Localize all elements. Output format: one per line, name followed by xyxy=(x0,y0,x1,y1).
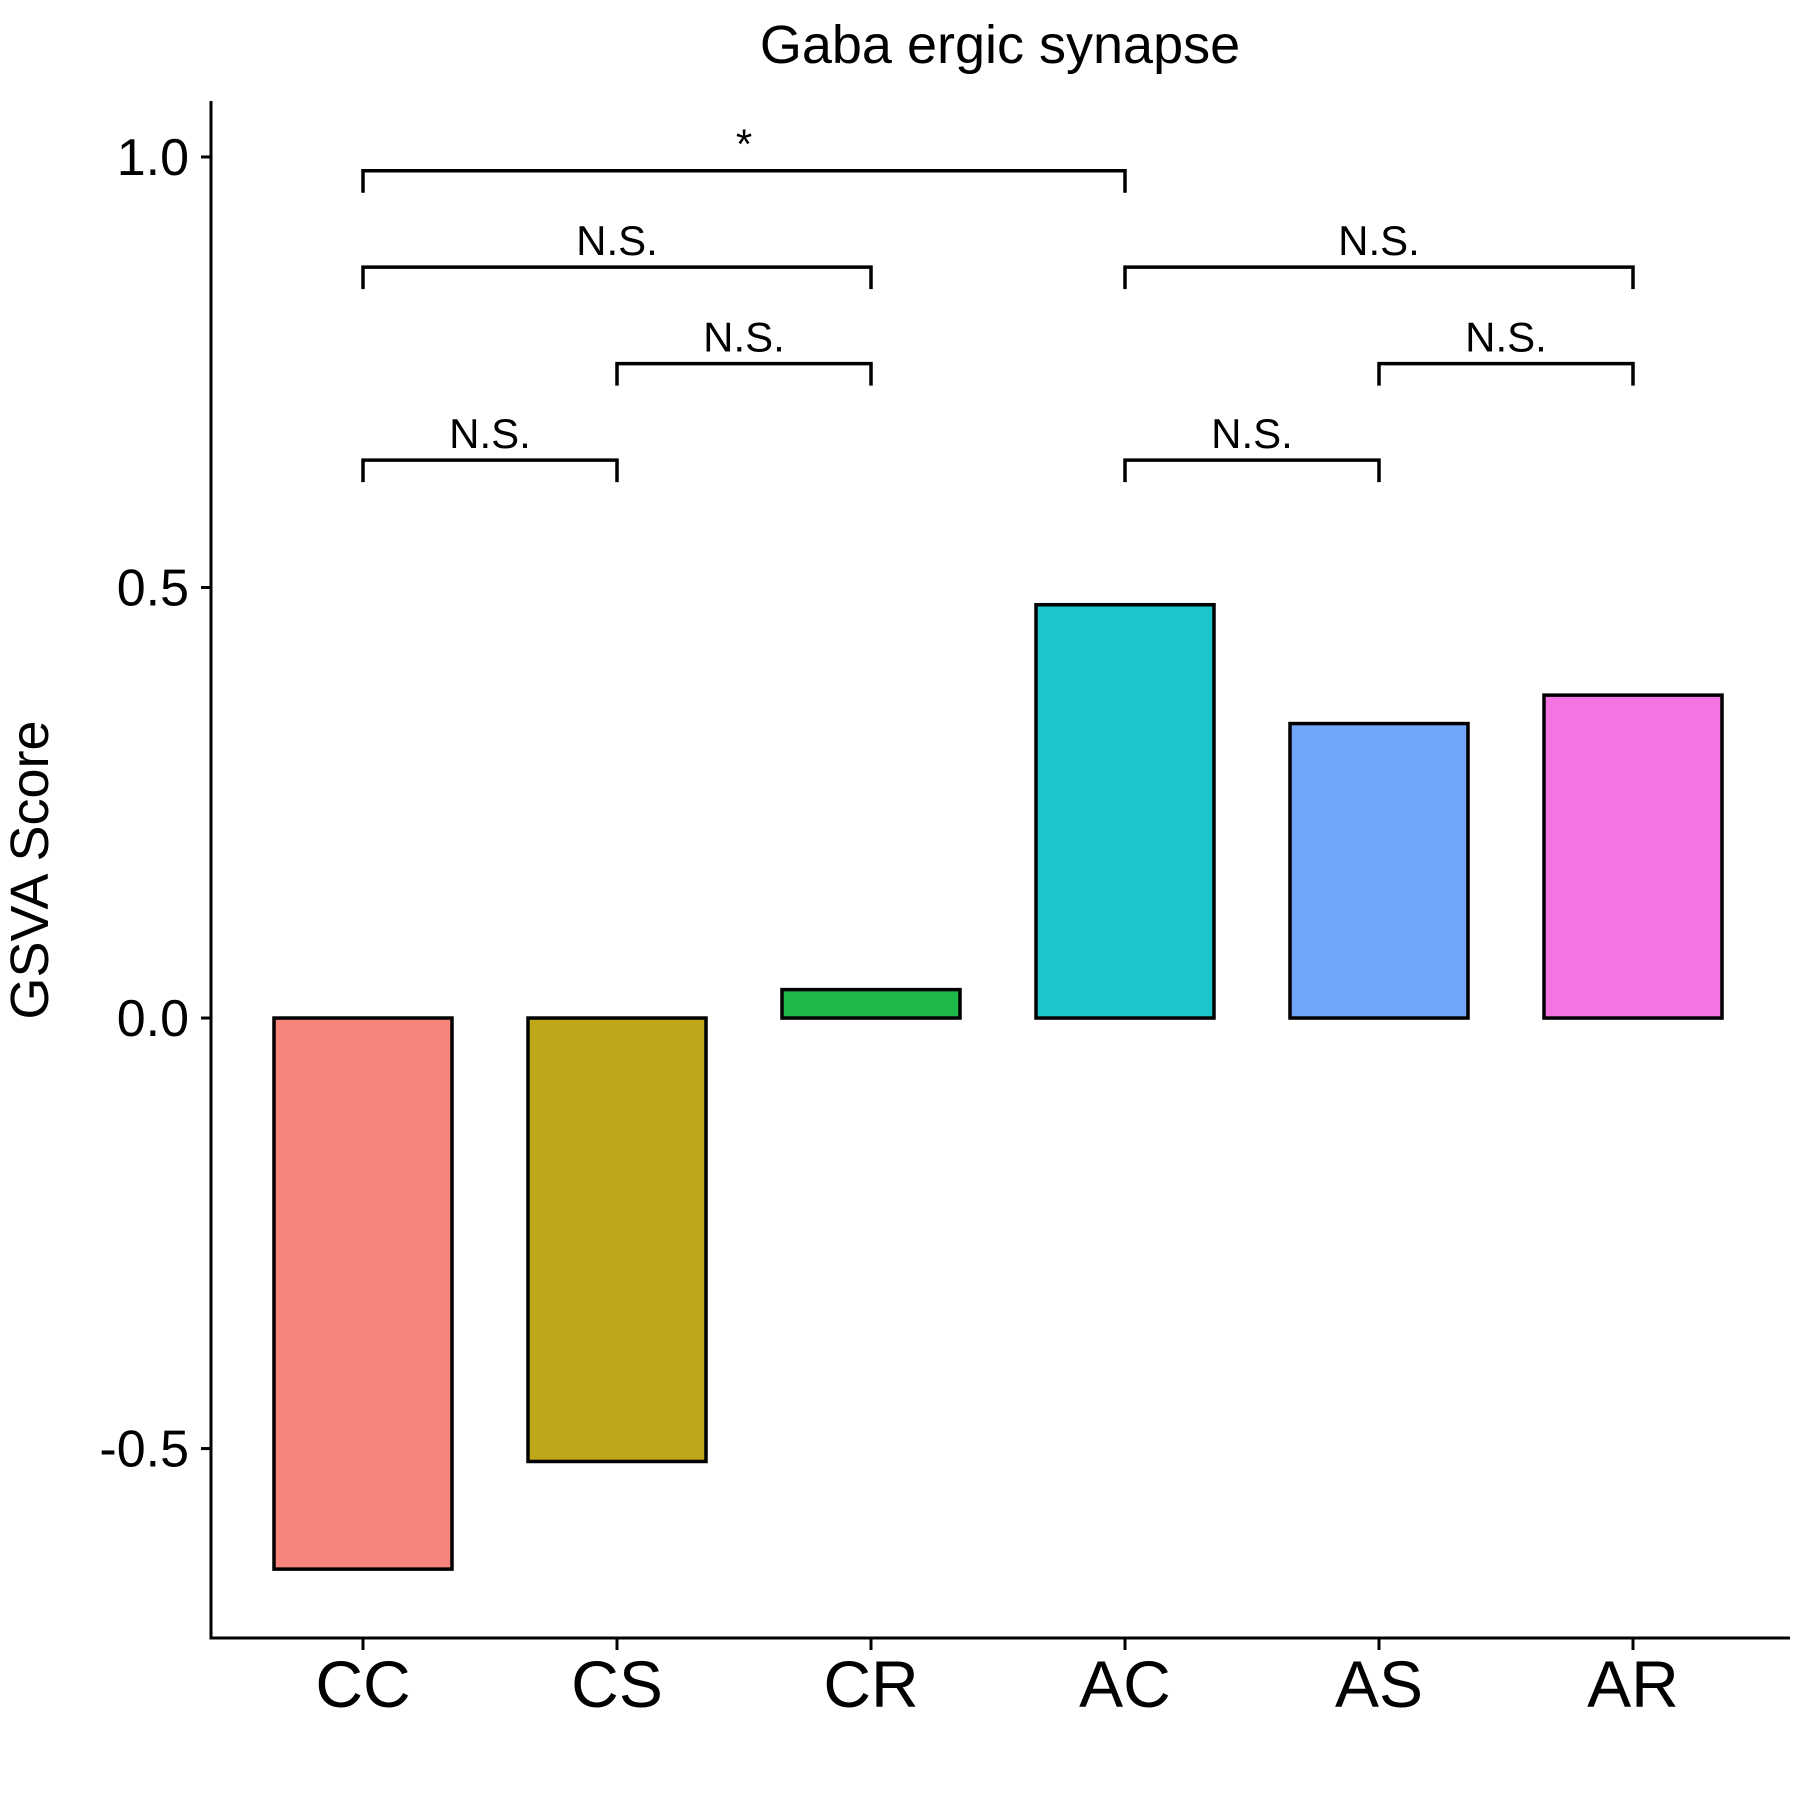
comparison-label-ac-ar: N.S. xyxy=(1338,217,1420,264)
comparison-bracket-as-ar xyxy=(1377,361,1635,386)
y-ticks-group: -0.5 0.0 0.5 1.0 xyxy=(99,129,211,1479)
axes-group xyxy=(209,101,1790,1640)
x-ticks-group: CC CS CR AC AS AR xyxy=(315,1638,1679,1721)
comparison-label-cs-cr: N.S. xyxy=(703,314,785,361)
bars-group xyxy=(272,602,1724,1571)
comparison-bracket-ac-ar xyxy=(1123,265,1635,290)
x-tick-label: AC xyxy=(1079,1647,1171,1721)
y-axis-label: GSVA Score xyxy=(0,720,60,1019)
bar-ar xyxy=(1542,693,1724,1020)
comparison-label-as-ar: N.S. xyxy=(1465,314,1547,361)
x-tick-label: AS xyxy=(1335,1647,1423,1721)
bar-as xyxy=(1288,721,1470,1020)
y-tick-label: 0.5 xyxy=(117,560,189,618)
x-tick-label: CC xyxy=(315,1647,410,1721)
comparison-bracket-ac-as xyxy=(1123,458,1381,483)
comparison-bracket-cs-cr xyxy=(615,361,873,386)
bar-cc xyxy=(272,1016,454,1571)
x-tick-label: CS xyxy=(571,1647,663,1721)
y-tick-label: 0.0 xyxy=(117,990,189,1048)
comparison-bracket-cc-cs xyxy=(361,458,619,483)
comparison-label-cc-ac: * xyxy=(736,121,752,168)
bar-ac xyxy=(1034,602,1216,1020)
y-tick-label: 1.0 xyxy=(117,129,189,187)
bar-cs xyxy=(526,1016,708,1464)
x-tick-label: CR xyxy=(823,1647,918,1721)
comparison-label-ac-as: N.S. xyxy=(1211,410,1293,457)
x-tick-label: AR xyxy=(1587,1647,1679,1721)
comparison-label-cc-cs: N.S. xyxy=(449,410,531,457)
comparison-bracket-cc-ac xyxy=(361,168,1127,193)
comparison-label-cc-cr: N.S. xyxy=(576,217,658,264)
comparison-bracket-cc-cr xyxy=(361,265,873,290)
chart-title: Gaba ergic synapse xyxy=(760,15,1240,75)
y-tick-label: -0.5 xyxy=(99,1421,189,1479)
significance-brackets: N.S. N.S. N.S. * N.S. N.S. N.S. xyxy=(361,121,1635,483)
bar-cr xyxy=(780,987,962,1020)
